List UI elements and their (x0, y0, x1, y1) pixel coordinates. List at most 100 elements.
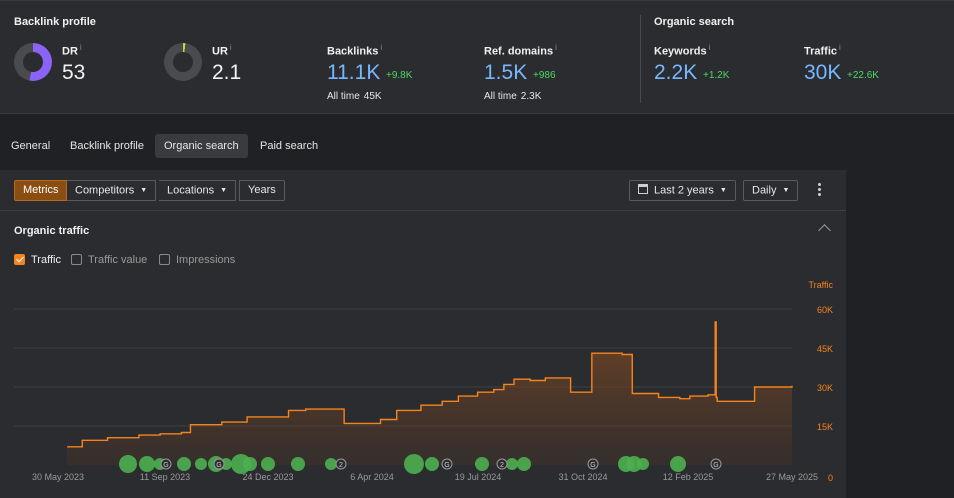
chart-title: Organic traffic (14, 225, 90, 237)
backlinks-alltime: All time 45K (327, 91, 382, 102)
y-tick-label: 30K (817, 383, 833, 393)
info-icon[interactable]: i (839, 43, 841, 52)
x-tick-label: 31 Oct 2024 (558, 472, 607, 482)
x-tick-label: 24 Dec 2023 (242, 472, 293, 482)
marker-label: G (713, 462, 718, 469)
metrics-segment[interactable]: Metrics (14, 180, 68, 201)
google-update-icon (335, 458, 347, 470)
summary-panel: Backlink profile DR i 53 UR i 2.1 Backlink… (0, 0, 954, 114)
caret-down-icon: ▼ (220, 187, 228, 194)
tab-paid-search[interactable]: Paid search (260, 140, 319, 152)
x-tick-label: 30 May 2023 (32, 472, 84, 482)
caret-down-icon: ▼ (719, 187, 727, 194)
y-tick-label: 60K (817, 305, 833, 315)
y-tick-label: 45K (817, 344, 833, 354)
update-marker-dot (637, 458, 649, 470)
y-axis-label: Traffic (808, 280, 833, 290)
y-tick-label: 15K (817, 422, 833, 432)
caret-down-icon: ▼ (140, 187, 148, 194)
info-icon[interactable]: i (380, 43, 383, 52)
x-tick-label: 27 May 2025 (766, 472, 818, 482)
x-tick-label: 19 Jul 2024 (455, 472, 502, 482)
info-icon[interactable]: i (708, 43, 711, 52)
info-icon[interactable]: i (229, 43, 232, 52)
traffic-value-checkbox[interactable]: Traffic value (71, 254, 147, 266)
caret-down-icon: ▼ (782, 187, 790, 194)
years-segment[interactable]: Years (239, 180, 285, 201)
dr-value: 53 (62, 61, 86, 84)
tab-organic-search[interactable]: Organic search (155, 134, 248, 158)
update-marker-dot (475, 457, 489, 471)
marker-label: 2 (500, 462, 504, 469)
backlink-profile-title: Backlink profile (14, 16, 96, 28)
ur-donut-icon (164, 43, 202, 81)
traffic-checkbox[interactable]: Traffic (14, 254, 61, 266)
marker-label: G (444, 462, 449, 469)
keywords-label: Keywords i (654, 43, 711, 58)
impressions-checkbox[interactable]: Impressions (159, 254, 235, 266)
update-marker-dot (119, 455, 137, 473)
x-tick-label: 11 Sep 2023 (140, 472, 190, 482)
backlinks-label: Backlinks i (327, 43, 383, 58)
update-marker-dot (670, 456, 686, 472)
checkbox-empty-icon (71, 254, 82, 265)
update-marker-dot (261, 457, 275, 471)
traffic-value[interactable]: 30K (804, 61, 842, 84)
update-marker-dot (325, 458, 337, 470)
section-divider (640, 15, 641, 103)
marker-label: G (163, 462, 168, 469)
google-update-icon (213, 458, 225, 470)
google-update-icon (160, 458, 172, 470)
google-update-icon (496, 458, 508, 470)
tab-backlink-profile[interactable]: Backlink profile (70, 140, 144, 152)
update-marker-dot (177, 457, 191, 471)
traffic-line (67, 321, 793, 448)
traffic-delta: +22.6K (847, 70, 879, 81)
marker-label: G (216, 462, 221, 469)
competitors-dropdown[interactable]: Competitors ▼ (67, 180, 157, 201)
granularity-dropdown[interactable]: Daily ▼ (743, 180, 799, 201)
dr-donut-icon (14, 43, 52, 81)
calendar-icon (638, 184, 648, 195)
toolbar-divider (0, 210, 846, 211)
locations-dropdown[interactable]: Locations ▼ (159, 180, 237, 201)
update-marker-dot (506, 458, 518, 470)
more-options-icon[interactable] (816, 182, 822, 198)
google-update-icon (441, 458, 453, 470)
checkbox-checked-icon (14, 254, 25, 265)
update-marker-dot (626, 456, 642, 472)
google-update-icon (710, 458, 722, 470)
update-marker-dot (139, 456, 155, 472)
ref-domains-delta: +986 (533, 70, 556, 81)
update-marker-dot (517, 457, 531, 471)
marker-label: 2 (339, 462, 343, 469)
update-marker-dot (404, 454, 424, 474)
checkbox-empty-icon (159, 254, 170, 265)
marker-label: G (590, 462, 595, 469)
info-icon[interactable]: i (79, 43, 82, 52)
traffic-label: Traffic i (804, 43, 841, 58)
info-icon[interactable]: i (555, 43, 557, 52)
keywords-delta: +1.2K (703, 70, 730, 81)
ref-domains-alltime: All time 2.3K (484, 91, 542, 102)
dr-label: DR i (62, 43, 82, 58)
keywords-value[interactable]: 2.2K (654, 61, 698, 84)
update-marker-dot (425, 457, 439, 471)
update-marker-dot (195, 458, 207, 470)
organic-search-title: Organic search (654, 16, 735, 28)
date-range-dropdown[interactable]: Last 2 years ▼ (629, 180, 736, 201)
x-tick-label: 12 Feb 2025 (663, 472, 714, 482)
update-marker-dot (243, 457, 257, 471)
ur-value: 2.1 (212, 61, 242, 84)
tab-general[interactable]: General (11, 140, 51, 152)
backlinks-delta: +9.8K (386, 70, 413, 81)
right-gutter (846, 170, 954, 498)
backlinks-value[interactable]: 11.1K (327, 61, 381, 84)
traffic-area (67, 322, 793, 465)
google-update-icon (587, 458, 599, 470)
ur-label: UR i (212, 43, 232, 58)
y-tick-label: 0 (828, 473, 833, 483)
ref-domains-label: Ref. domains i (484, 43, 557, 58)
ref-domains-value[interactable]: 1.5K (484, 61, 528, 84)
